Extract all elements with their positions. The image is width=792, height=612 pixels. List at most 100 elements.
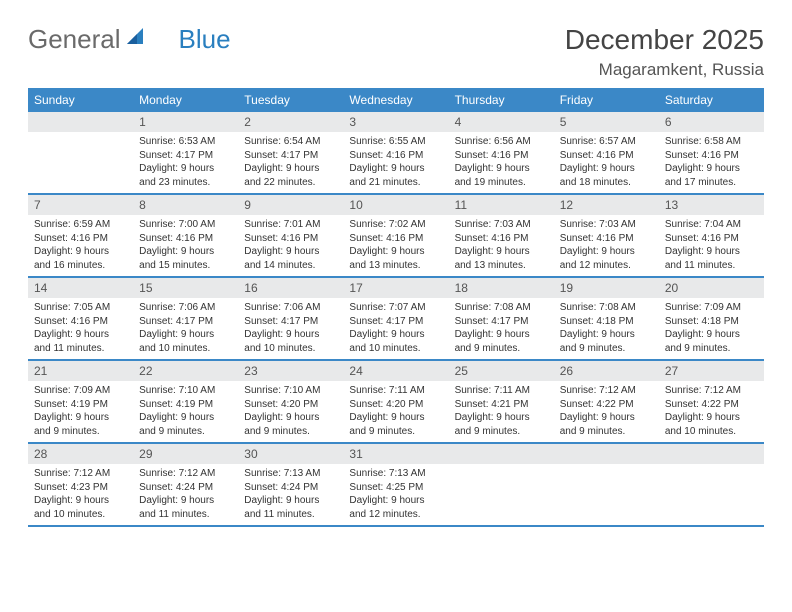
day-number: 4 (449, 112, 554, 132)
day-body: Sunrise: 7:12 AMSunset: 4:22 PMDaylight:… (659, 381, 764, 442)
day-body: Sunrise: 7:00 AMSunset: 4:16 PMDaylight:… (133, 215, 238, 276)
day-body: Sunrise: 7:08 AMSunset: 4:18 PMDaylight:… (554, 298, 659, 359)
day-body: Sunrise: 7:02 AMSunset: 4:16 PMDaylight:… (343, 215, 448, 276)
day-body: Sunrise: 7:03 AMSunset: 4:16 PMDaylight:… (554, 215, 659, 276)
day-cell: 26Sunrise: 7:12 AMSunset: 4:22 PMDayligh… (554, 360, 659, 443)
day-number: 11 (449, 195, 554, 215)
day-number: 28 (28, 444, 133, 464)
day-header: Wednesday (343, 88, 448, 112)
day-number: 14 (28, 278, 133, 298)
day-cell (659, 443, 764, 526)
logo: General Blue (28, 24, 231, 55)
day-number: 2 (238, 112, 343, 132)
day-number: 9 (238, 195, 343, 215)
day-body: Sunrise: 7:13 AMSunset: 4:25 PMDaylight:… (343, 464, 448, 525)
day-body: Sunrise: 7:11 AMSunset: 4:21 PMDaylight:… (449, 381, 554, 442)
day-body: Sunrise: 7:10 AMSunset: 4:19 PMDaylight:… (133, 381, 238, 442)
day-number: 17 (343, 278, 448, 298)
day-body: Sunrise: 7:11 AMSunset: 4:20 PMDaylight:… (343, 381, 448, 442)
day-cell: 8Sunrise: 7:00 AMSunset: 4:16 PMDaylight… (133, 194, 238, 277)
day-number-empty (554, 444, 659, 464)
day-body: Sunrise: 7:09 AMSunset: 4:18 PMDaylight:… (659, 298, 764, 359)
day-number: 30 (238, 444, 343, 464)
day-cell: 23Sunrise: 7:10 AMSunset: 4:20 PMDayligh… (238, 360, 343, 443)
location: Magaramkent, Russia (565, 60, 764, 80)
day-cell: 6Sunrise: 6:58 AMSunset: 4:16 PMDaylight… (659, 112, 764, 194)
day-header: Thursday (449, 88, 554, 112)
day-cell: 12Sunrise: 7:03 AMSunset: 4:16 PMDayligh… (554, 194, 659, 277)
day-cell: 28Sunrise: 7:12 AMSunset: 4:23 PMDayligh… (28, 443, 133, 526)
day-number: 6 (659, 112, 764, 132)
day-number: 8 (133, 195, 238, 215)
calendar-body: 1Sunrise: 6:53 AMSunset: 4:17 PMDaylight… (28, 112, 764, 526)
day-cell: 29Sunrise: 7:12 AMSunset: 4:24 PMDayligh… (133, 443, 238, 526)
day-number: 29 (133, 444, 238, 464)
day-body: Sunrise: 6:57 AMSunset: 4:16 PMDaylight:… (554, 132, 659, 193)
day-body: Sunrise: 7:10 AMSunset: 4:20 PMDaylight:… (238, 381, 343, 442)
day-number: 1 (133, 112, 238, 132)
day-body: Sunrise: 7:12 AMSunset: 4:23 PMDaylight:… (28, 464, 133, 525)
day-number: 3 (343, 112, 448, 132)
day-body: Sunrise: 7:13 AMSunset: 4:24 PMDaylight:… (238, 464, 343, 525)
day-cell: 24Sunrise: 7:11 AMSunset: 4:20 PMDayligh… (343, 360, 448, 443)
day-cell: 17Sunrise: 7:07 AMSunset: 4:17 PMDayligh… (343, 277, 448, 360)
day-header: Monday (133, 88, 238, 112)
week-row: 14Sunrise: 7:05 AMSunset: 4:16 PMDayligh… (28, 277, 764, 360)
day-cell: 22Sunrise: 7:10 AMSunset: 4:19 PMDayligh… (133, 360, 238, 443)
day-cell: 15Sunrise: 7:06 AMSunset: 4:17 PMDayligh… (133, 277, 238, 360)
calendar: SundayMondayTuesdayWednesdayThursdayFrid… (28, 88, 764, 527)
day-number-empty (659, 444, 764, 464)
day-cell: 10Sunrise: 7:02 AMSunset: 4:16 PMDayligh… (343, 194, 448, 277)
day-cell: 1Sunrise: 6:53 AMSunset: 4:17 PMDaylight… (133, 112, 238, 194)
calendar-head: SundayMondayTuesdayWednesdayThursdayFrid… (28, 88, 764, 112)
day-cell: 11Sunrise: 7:03 AMSunset: 4:16 PMDayligh… (449, 194, 554, 277)
day-number: 22 (133, 361, 238, 381)
day-body: Sunrise: 7:04 AMSunset: 4:16 PMDaylight:… (659, 215, 764, 276)
day-cell: 19Sunrise: 7:08 AMSunset: 4:18 PMDayligh… (554, 277, 659, 360)
day-number: 13 (659, 195, 764, 215)
day-header-row: SundayMondayTuesdayWednesdayThursdayFrid… (28, 88, 764, 112)
day-body: Sunrise: 6:56 AMSunset: 4:16 PMDaylight:… (449, 132, 554, 193)
header: General Blue December 2025 Magaramkent, … (28, 24, 764, 80)
day-body: Sunrise: 6:53 AMSunset: 4:17 PMDaylight:… (133, 132, 238, 193)
day-body: Sunrise: 6:54 AMSunset: 4:17 PMDaylight:… (238, 132, 343, 193)
day-cell (554, 443, 659, 526)
day-cell: 3Sunrise: 6:55 AMSunset: 4:16 PMDaylight… (343, 112, 448, 194)
day-header: Tuesday (238, 88, 343, 112)
day-number-empty (449, 444, 554, 464)
logo-text-general: General (28, 24, 121, 55)
day-number: 16 (238, 278, 343, 298)
day-cell: 25Sunrise: 7:11 AMSunset: 4:21 PMDayligh… (449, 360, 554, 443)
day-number: 15 (133, 278, 238, 298)
day-cell: 14Sunrise: 7:05 AMSunset: 4:16 PMDayligh… (28, 277, 133, 360)
day-body: Sunrise: 7:12 AMSunset: 4:22 PMDaylight:… (554, 381, 659, 442)
day-cell: 9Sunrise: 7:01 AMSunset: 4:16 PMDaylight… (238, 194, 343, 277)
day-body: Sunrise: 6:58 AMSunset: 4:16 PMDaylight:… (659, 132, 764, 193)
logo-sail-icon (125, 24, 147, 55)
day-number: 27 (659, 361, 764, 381)
day-number: 23 (238, 361, 343, 381)
day-cell: 4Sunrise: 6:56 AMSunset: 4:16 PMDaylight… (449, 112, 554, 194)
day-cell (449, 443, 554, 526)
day-body: Sunrise: 7:08 AMSunset: 4:17 PMDaylight:… (449, 298, 554, 359)
day-cell: 5Sunrise: 6:57 AMSunset: 4:16 PMDaylight… (554, 112, 659, 194)
day-cell: 30Sunrise: 7:13 AMSunset: 4:24 PMDayligh… (238, 443, 343, 526)
day-body: Sunrise: 6:59 AMSunset: 4:16 PMDaylight:… (28, 215, 133, 276)
day-cell (28, 112, 133, 194)
day-number: 12 (554, 195, 659, 215)
day-number: 10 (343, 195, 448, 215)
day-cell: 16Sunrise: 7:06 AMSunset: 4:17 PMDayligh… (238, 277, 343, 360)
day-cell: 13Sunrise: 7:04 AMSunset: 4:16 PMDayligh… (659, 194, 764, 277)
day-body: Sunrise: 6:55 AMSunset: 4:16 PMDaylight:… (343, 132, 448, 193)
day-number: 26 (554, 361, 659, 381)
day-number: 5 (554, 112, 659, 132)
day-body: Sunrise: 7:03 AMSunset: 4:16 PMDaylight:… (449, 215, 554, 276)
week-row: 28Sunrise: 7:12 AMSunset: 4:23 PMDayligh… (28, 443, 764, 526)
day-number: 21 (28, 361, 133, 381)
day-number-empty (28, 112, 133, 132)
logo-text-blue: Blue (179, 24, 231, 55)
month-title: December 2025 (565, 24, 764, 56)
day-body: Sunrise: 7:06 AMSunset: 4:17 PMDaylight:… (133, 298, 238, 359)
day-body: Sunrise: 7:07 AMSunset: 4:17 PMDaylight:… (343, 298, 448, 359)
day-body: Sunrise: 7:06 AMSunset: 4:17 PMDaylight:… (238, 298, 343, 359)
